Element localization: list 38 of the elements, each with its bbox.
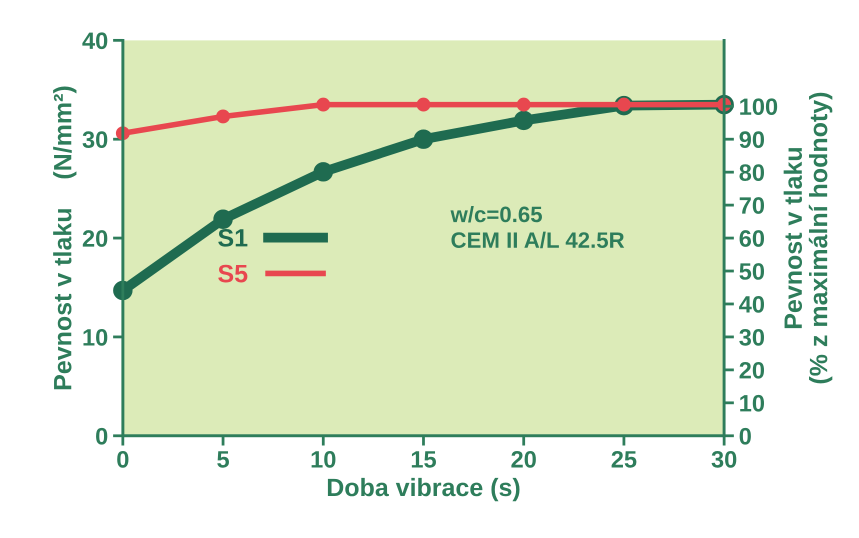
- y2-tick-label: 10: [740, 394, 764, 412]
- x-tick-label: 5: [217, 451, 229, 468]
- y-axis-title: Pevnost v tlaku (N/mm²): [53, 86, 76, 390]
- y-tick-label: 20: [82, 230, 108, 247]
- annotation: w/c=0.65: [450, 206, 542, 223]
- y2-tick-label: 70: [740, 197, 764, 214]
- y-tick-label: 10: [83, 328, 108, 346]
- y2-tick-label: 40: [739, 296, 764, 313]
- point: [416, 98, 430, 112]
- x-axis-title: Doba vibrace (s): [328, 478, 520, 502]
- x-tick-label: 25: [612, 450, 636, 468]
- y-tick-label: 40: [82, 32, 108, 50]
- y-tick-label: 30: [82, 131, 108, 148]
- y2-tick-label: 80: [739, 164, 764, 181]
- y2-tick-label: 50: [739, 263, 764, 280]
- point: [314, 162, 333, 182]
- y2-tick-label: 20: [740, 362, 764, 379]
- x-tick-label: 0: [117, 450, 128, 468]
- x-tick-label: 30: [712, 450, 736, 468]
- annotation: CEM II A/L 42.5R: [451, 232, 624, 248]
- point: [414, 129, 434, 149]
- y2-tick-label: 100: [740, 98, 778, 116]
- legend-label: S5: [218, 264, 248, 282]
- x-tick-label: 10: [312, 450, 336, 468]
- y2-tick-label: 30: [739, 328, 764, 346]
- point: [316, 98, 330, 112]
- x-tick-label: 20: [511, 450, 536, 468]
- x-tick-label: 15: [412, 451, 436, 468]
- y-tick-label: 0: [96, 428, 108, 445]
- point: [213, 210, 233, 230]
- point: [514, 110, 534, 130]
- y2-axis-title: Pevnost v tlaku (% z maximální hodnoty): [784, 92, 832, 384]
- legend-label: S1: [218, 228, 248, 247]
- point: [216, 110, 230, 124]
- y2-tick-label: 60: [740, 230, 764, 247]
- point: [516, 98, 531, 112]
- y2-tick-label: 0: [740, 428, 751, 445]
- y2-tick-label: 90: [740, 131, 764, 148]
